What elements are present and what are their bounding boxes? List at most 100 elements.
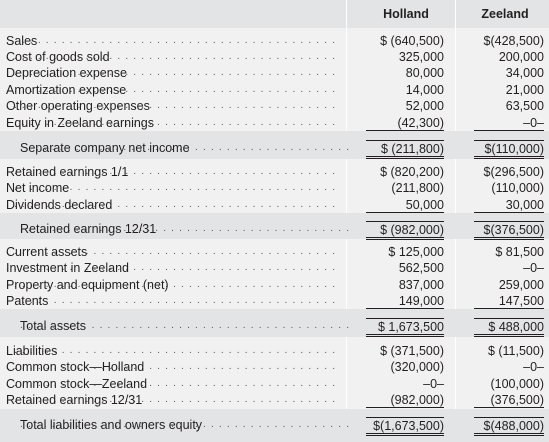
leader-dots: . . . . . . . . . . . . . . . . . . . . … — [20, 320, 350, 331]
leader-dots: . . . . . . . . . . . . . . . . . . . . … — [6, 199, 336, 210]
zeeland-value: (376,500) — [474, 392, 544, 408]
leader-dots: . . . . . . . . . . . . . . . . . . . . … — [6, 361, 336, 372]
leader-dots: . . . . . . . . . . . . . . . . . . . . … — [6, 84, 336, 95]
table-row: . . . . . . . . . . . . . . . . . . . . … — [0, 417, 549, 436]
row-label: . . . . . . . . . . . . . . . . . . . . … — [6, 359, 336, 375]
leader-dots: . . . . . . . . . . . . . . . . . . . . … — [6, 246, 336, 257]
total-row-band — [0, 213, 549, 239]
leader-dots: . . . . . . . . . . . . . . . . . . . . … — [6, 166, 336, 177]
table-row: . . . . . . . . . . . . . . . . . . . . … — [0, 221, 549, 240]
table-row: . . . . . . . . . . . . . . . . . . . . … — [0, 140, 549, 159]
table-row: . . . . . . . . . . . . . . . . . . . . … — [0, 197, 549, 213]
zeeland-value: $ (11,500) — [487, 344, 544, 358]
column-header-zeeland: Zeeland — [481, 7, 529, 21]
column-header-holland: Holland — [383, 7, 429, 21]
table-row: . . . . . . . . . . . . . . . . . . . . … — [0, 49, 549, 65]
row-label-text: Investment in Zeeland — [6, 261, 129, 275]
holland-value: (211,800) — [391, 181, 444, 195]
holland-value: $ (371,500) — [380, 344, 444, 358]
holland-value: (982,000) — [366, 392, 444, 408]
row-label-text: Sales — [6, 34, 38, 48]
row-label-text: Total assets — [20, 319, 87, 333]
holland-value: $ 1,673,500 — [366, 318, 444, 337]
table-row: . . . . . . . . . . . . . . . . . . . . … — [0, 82, 549, 98]
zeeland-value: $(110,000) — [474, 140, 544, 159]
holland-value: –0– — [423, 377, 444, 391]
row-label-text: Total liabilities and owners equity — [20, 418, 203, 432]
holland-value: 562,500 — [398, 261, 444, 275]
table-row: . . . . . . . . . . . . . . . . . . . . … — [0, 392, 549, 408]
leader-dots: . . . . . . . . . . . . . . . . . . . . … — [6, 394, 336, 405]
row-label-text: Depreciation expense — [6, 66, 127, 80]
row-label-text: Common stock—Zeeland — [6, 377, 148, 391]
table-row: . . . . . . . . . . . . . . . . . . . . … — [0, 343, 549, 359]
zeeland-value: 34,000 — [505, 66, 544, 80]
zeeland-value: –0– — [474, 115, 544, 131]
row-label: . . . . . . . . . . . . . . . . . . . . … — [6, 260, 336, 276]
table-row: . . . . . . . . . . . . . . . . . . . . … — [0, 98, 549, 114]
table-row: . . . . . . . . . . . . . . . . . . . . … — [0, 115, 549, 131]
row-label-text: Retained earnings 1/1 — [6, 165, 129, 179]
zeeland-value: (110,000) — [491, 181, 544, 195]
row-label: . . . . . . . . . . . . . . . . . . . . … — [6, 277, 336, 293]
leader-dots: . . . . . . . . . . . . . . . . . . . . … — [20, 419, 350, 430]
leader-dots: . . . . . . . . . . . . . . . . . . . . … — [6, 295, 336, 306]
zeeland-value: 63,500 — [505, 99, 544, 113]
row-label: . . . . . . . . . . . . . . . . . . . . … — [6, 33, 336, 49]
zeeland-value: (100,000) — [490, 377, 544, 391]
holland-value: 149,000 — [366, 293, 444, 309]
row-label-text: Common stock—Holland — [6, 360, 145, 374]
table-row: . . . . . . . . . . . . . . . . . . . . … — [0, 180, 549, 196]
zeeland-value: $(428,500) — [483, 34, 544, 48]
holland-value: (320,000) — [390, 360, 444, 374]
holland-value: $ (640,500) — [380, 34, 444, 48]
row-label: . . . . . . . . . . . . . . . . . . . . … — [6, 180, 336, 196]
row-label: . . . . . . . . . . . . . . . . . . . . … — [6, 164, 336, 180]
holland-value: 50,000 — [366, 197, 444, 213]
holland-value: 52,000 — [405, 99, 444, 113]
table-row: . . . . . . . . . . . . . . . . . . . . … — [0, 260, 549, 276]
leader-dots: . . . . . . . . . . . . . . . . . . . . … — [6, 117, 336, 128]
zeeland-value: $ 488,000 — [474, 318, 544, 337]
leader-dots: . . . . . . . . . . . . . . . . . . . . … — [6, 67, 336, 78]
holland-value: 80,000 — [405, 66, 444, 80]
leader-dots: . . . . . . . . . . . . . . . . . . . . … — [6, 51, 336, 62]
table-row: . . . . . . . . . . . . . . . . . . . . … — [0, 293, 549, 309]
row-label-text: Patents — [6, 294, 49, 308]
row-label-text: Retained earnings 12/31 — [6, 393, 143, 407]
row-label-text: Other operating expenses — [6, 99, 150, 113]
table-row: . . . . . . . . . . . . . . . . . . . . … — [0, 65, 549, 81]
leader-dots: . . . . . . . . . . . . . . . . . . . . … — [20, 142, 350, 153]
row-label: . . . . . . . . . . . . . . . . . . . . … — [6, 244, 336, 260]
table-row: . . . . . . . . . . . . . . . . . . . . … — [0, 277, 549, 293]
leader-dots: . . . . . . . . . . . . . . . . . . . . … — [6, 345, 336, 356]
row-label-text: Amortization expense — [6, 83, 127, 97]
table-header: Holland Zeeland — [0, 0, 549, 28]
leader-dots: . . . . . . . . . . . . . . . . . . . . … — [6, 262, 336, 273]
row-label: . . . . . . . . . . . . . . . . . . . . … — [6, 197, 336, 213]
table-row: . . . . . . . . . . . . . . . . . . . . … — [0, 359, 549, 375]
table-row: . . . . . . . . . . . . . . . . . . . . … — [0, 33, 549, 49]
row-label: . . . . . . . . . . . . . . . . . . . . … — [20, 318, 350, 334]
row-label-text: Property and equipment (net) — [6, 278, 169, 292]
row-label: . . . . . . . . . . . . . . . . . . . . … — [6, 49, 336, 65]
row-label-text: Cost of goods sold — [6, 50, 110, 64]
zeeland-value: $(376,500) — [474, 221, 544, 240]
leader-dots: . . . . . . . . . . . . . . . . . . . . … — [6, 279, 336, 290]
zeeland-value: 200,000 — [498, 50, 544, 64]
row-label-text: Equity in Zeeland earnings — [6, 116, 155, 130]
row-label: . . . . . . . . . . . . . . . . . . . . … — [20, 417, 350, 433]
row-label: . . . . . . . . . . . . . . . . . . . . … — [6, 82, 336, 98]
zeeland-value: –0– — [523, 360, 544, 374]
zeeland-value: 30,000 — [474, 197, 544, 213]
row-label: . . . . . . . . . . . . . . . . . . . . … — [6, 115, 336, 131]
total-row-band — [0, 409, 549, 442]
row-label-text: Retained earnings 12/31 — [20, 222, 157, 236]
row-label: . . . . . . . . . . . . . . . . . . . . … — [6, 65, 336, 81]
holland-value: 325,000 — [398, 50, 444, 64]
zeeland-value: $(296,500) — [483, 165, 544, 179]
holland-value: $ (820,200) — [380, 165, 444, 179]
total-row-band — [0, 131, 549, 159]
zeeland-value: 147,500 — [474, 293, 544, 309]
